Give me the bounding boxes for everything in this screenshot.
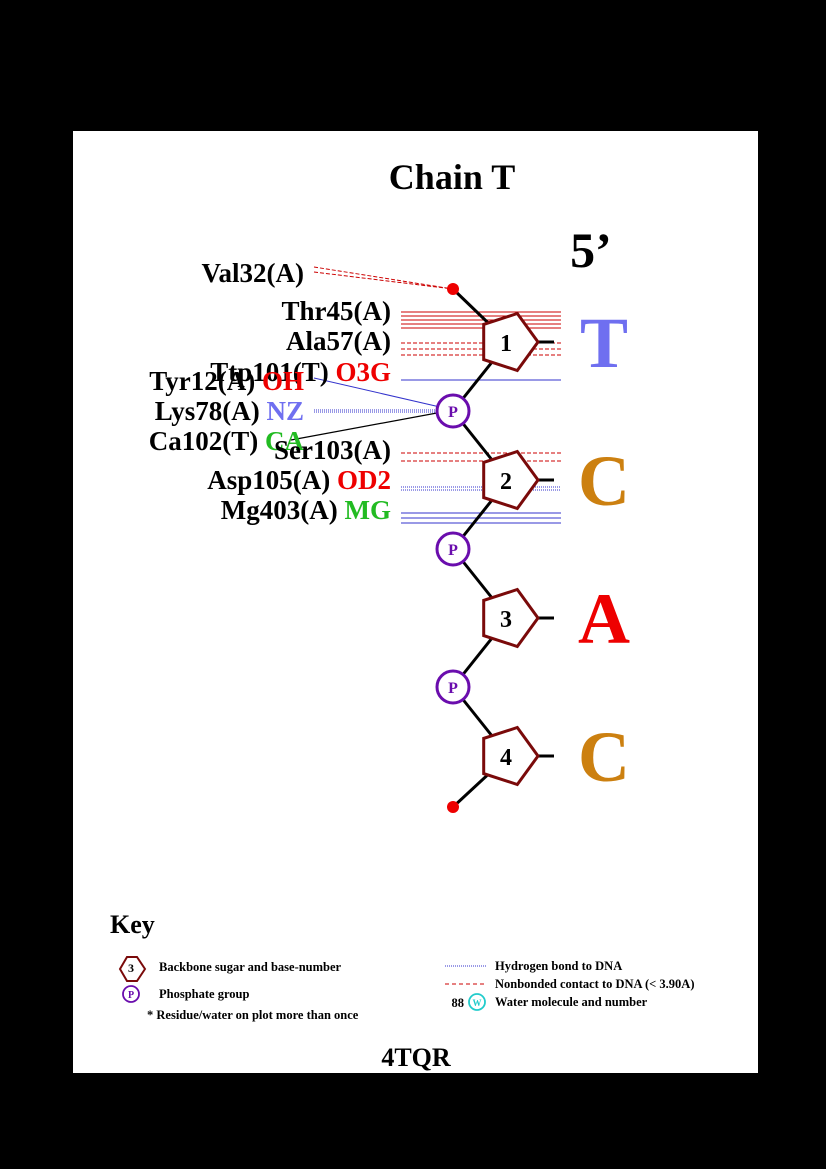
key-star-text: * Residue/water on plot more than once xyxy=(147,1008,359,1022)
phosphate-group xyxy=(435,669,471,705)
interaction-label: Thr45(A) xyxy=(282,296,392,326)
residue-name: Asp105(A) xyxy=(207,465,337,495)
contact-line-val32 xyxy=(313,271,454,290)
sugar-pentagon xyxy=(482,587,540,649)
atom-name: OD2 xyxy=(337,465,391,495)
key-hbond-text: Hydrogen bond to DNA xyxy=(495,959,622,973)
key-water-text: Water molecule and number xyxy=(495,995,648,1009)
interaction-label: Mg403(A) MG xyxy=(221,495,391,525)
key-title: Key xyxy=(110,910,155,939)
key-water-number: 88 xyxy=(452,996,465,1010)
chart-title: Chain T xyxy=(389,157,515,197)
key-nonbonded-text: Nonbonded contact to DNA (< 3.90A) xyxy=(495,977,695,991)
key-phosphate-text: Phosphate group xyxy=(159,987,249,1001)
residue-name: Ala57(A) xyxy=(286,326,391,356)
residue-name: Thr45(A) xyxy=(282,296,392,326)
contact-line-val32 xyxy=(313,266,454,290)
residue-name: Mg403(A) xyxy=(221,495,345,525)
interaction-label: Val32(A) xyxy=(201,258,304,288)
interaction-label: Ca102(T) CA xyxy=(149,426,305,456)
phosphate-label: P xyxy=(448,404,458,421)
nucleotide-number: 2 xyxy=(500,469,512,495)
phosphate-group xyxy=(435,393,471,429)
key: Key 3 Backbone sugar and base-number P P… xyxy=(110,910,695,1022)
atom-name: OH xyxy=(262,366,304,396)
nucleotide-number: 4 xyxy=(500,745,512,771)
dna-contact-diagram: Chain T 5’ xyxy=(110,157,695,1072)
phosphate-group xyxy=(435,531,471,567)
key-water-icon xyxy=(468,993,486,1011)
diagram-page: Chain T 5’ xyxy=(73,131,758,1073)
interaction-label: Ttp101(T) O3G xyxy=(210,357,391,387)
atom-name: MG xyxy=(345,495,392,525)
key-phosphate-icon xyxy=(122,985,140,1003)
residue-name: Ca102(T) xyxy=(149,426,265,456)
pdb-id-footer: 4TQR xyxy=(381,1043,451,1072)
interaction-labels: Val32(A)Thr45(A)Ala57(A)Ttp101(T) O3GTyr… xyxy=(149,258,391,525)
terminal-atom-5prime xyxy=(447,283,459,295)
residue-name: Ser103(A) xyxy=(274,435,391,465)
phosphate-label: P xyxy=(448,680,458,697)
atom-name: O3G xyxy=(335,357,391,387)
hbond-lines-asp105 xyxy=(401,486,561,491)
sugar-pentagon xyxy=(482,311,540,373)
phosphate-label: P xyxy=(448,542,458,559)
key-water-symbol: W xyxy=(473,998,482,1008)
five-prime-label: 5’ xyxy=(570,222,612,278)
key-sugar-number: 3 xyxy=(128,961,134,975)
contact-line-ca102 xyxy=(290,409,454,441)
contact-lines-ser103 xyxy=(401,452,561,462)
base-letter: A xyxy=(578,579,630,659)
interaction-label: Ala57(A) xyxy=(286,326,391,356)
base-letter: C xyxy=(578,441,630,521)
terminal-atom-3prime xyxy=(447,801,459,813)
contact-lines xyxy=(290,266,561,524)
residue-name: Lys78(A) xyxy=(155,396,267,426)
interaction-label: Asp105(A) OD2 xyxy=(207,465,391,495)
base-letter: T xyxy=(580,303,628,383)
residue-name: Ttp101(T) xyxy=(210,357,335,387)
atom-name: NZ xyxy=(266,396,304,426)
residue-name: Val32(A) xyxy=(201,258,304,288)
sugar-pentagon xyxy=(482,449,540,511)
nucleotide-number: 1 xyxy=(500,331,512,357)
interaction-label: Ser103(A) xyxy=(274,435,391,465)
residue-name: Tyr12(A) xyxy=(149,366,262,396)
hbond-line-tyr12 xyxy=(313,377,454,411)
interaction-label: Lys78(A) NZ xyxy=(155,396,304,426)
key-phosphate-symbol: P xyxy=(128,990,134,1001)
sugar-pentagon xyxy=(482,725,540,787)
nucleotide-number: 3 xyxy=(500,607,512,633)
interaction-label: Tyr12(A) OH xyxy=(149,366,304,396)
dna-backbone: 1 T 2 C 3 A 4 C P P P xyxy=(435,283,630,813)
base-letter: C xyxy=(578,717,630,797)
atom-name: CA xyxy=(265,426,304,456)
key-sugar-text: Backbone sugar and base-number xyxy=(159,960,342,974)
key-sugar-icon xyxy=(118,956,147,982)
